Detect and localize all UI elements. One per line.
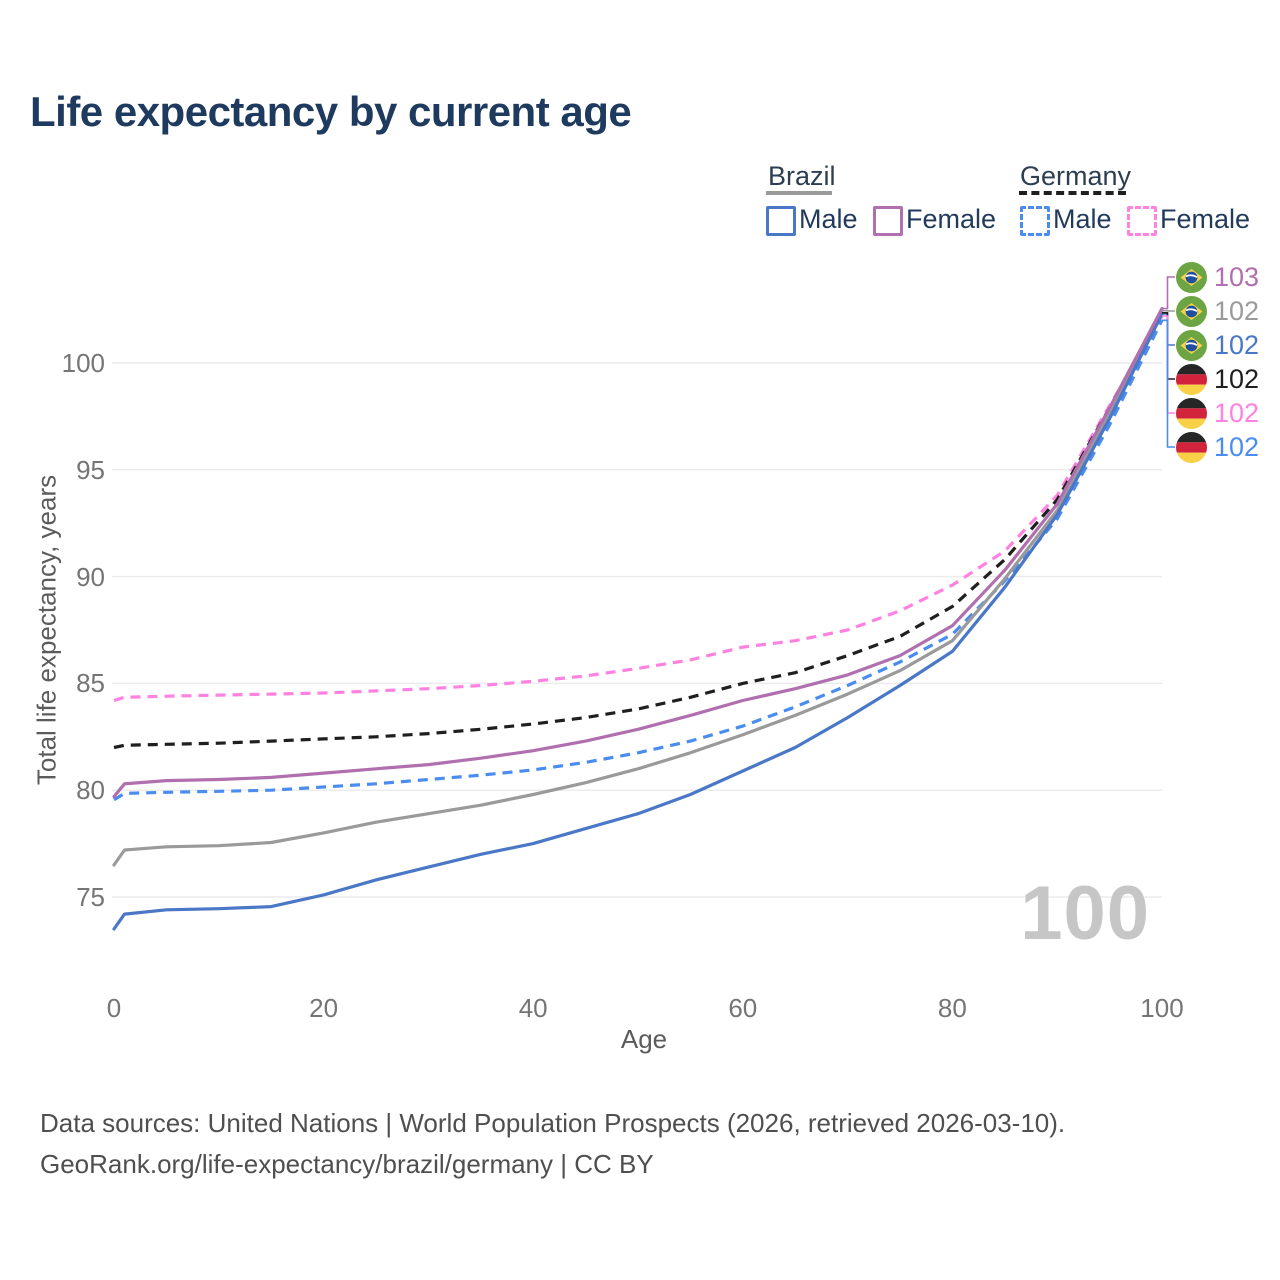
legend-germany-line-style: [1019, 191, 1126, 195]
endpoint-flag: [1176, 261, 1207, 293]
endpoint-value-germany: 102: [1214, 364, 1260, 394]
legend-group-germany: Germany: [1020, 161, 1132, 191]
series-line-germany-female: [113, 315, 1164, 703]
endpoint-connector-brazil-male: [1162, 313, 1175, 346]
legend-checkbox-brazil-male[interactable]: [766, 206, 796, 236]
legend-group-brazil: Brazil: [768, 161, 836, 191]
germany-flag-icon: [1176, 397, 1207, 429]
germany-flag-icon: [1176, 363, 1207, 395]
page-title: Life expectancy by current age: [30, 88, 632, 135]
attribution-note: GeoRank.org/life-expectancy/brazil/germa…: [40, 1149, 654, 1179]
x-axis-title: Age: [620, 1024, 668, 1054]
age-watermark: 100: [1020, 871, 1150, 956]
series-line-brazil-female: [112, 306, 1164, 799]
legend-label-brazil-male[interactable]: Male: [799, 204, 858, 234]
endpoint-value-brazil-female: 103: [1214, 262, 1260, 292]
endpoint-flag: [1176, 329, 1207, 361]
endpoint-connector-germany-male: [1162, 319, 1175, 448]
x-tick-label-20: 20: [309, 993, 339, 1023]
y-axis-title: Total life expectancy, years: [31, 474, 62, 786]
brazil-flag-icon: [1176, 261, 1207, 293]
germany-flag-icon: [1176, 431, 1207, 463]
legend-checkbox-germany-male[interactable]: [1020, 206, 1050, 236]
legend-checkbox-germany-female[interactable]: [1127, 206, 1157, 236]
series-line-brazil: [112, 309, 1164, 867]
x-tick-label-0: 0: [106, 993, 122, 1023]
y-tick-label-85: 85: [76, 668, 105, 699]
data-sources-note: Data sources: United Nations | World Pop…: [40, 1108, 1066, 1138]
series-line-brazil-male: [112, 312, 1164, 931]
x-tick-label-40: 40: [518, 993, 548, 1023]
x-tick-label-80: 80: [937, 993, 967, 1023]
endpoint-value-brazil-male: 102: [1214, 330, 1260, 360]
y-tick-label-95: 95: [76, 454, 105, 485]
legend-brazil-line-style: [766, 191, 832, 195]
series-line-germany: [113, 312, 1164, 750]
y-tick-label-90: 90: [76, 561, 105, 592]
endpoint-value-brazil: 102: [1214, 296, 1260, 326]
endpoint-flag: [1176, 363, 1207, 395]
endpoint-value-germany-female: 102: [1214, 398, 1260, 428]
brazil-flag-icon: [1176, 329, 1207, 361]
endpoint-connector-brazil-female: [1162, 276, 1175, 310]
endpoint-connector-germany: [1162, 312, 1175, 380]
brazil-flag-icon: [1176, 295, 1207, 327]
y-tick-label-75: 75: [76, 882, 105, 912]
y-tick-label-80: 80: [76, 775, 105, 806]
legend-checkbox-brazil-female[interactable]: [873, 206, 903, 236]
legend-label-brazil-female[interactable]: Female: [906, 204, 997, 234]
endpoint-flag: [1176, 295, 1207, 327]
endpoint-flag: [1176, 431, 1207, 463]
endpoint-flag: [1176, 397, 1207, 429]
x-tick-label-60: 60: [728, 993, 758, 1023]
endpoint-connector-germany-female: [1162, 315, 1175, 414]
y-tick-label-100: 100: [61, 348, 105, 378]
legend-label-germany-female[interactable]: Female: [1160, 204, 1251, 234]
legend-label-germany-male[interactable]: Male: [1053, 204, 1112, 234]
endpoint-value-germany-male: 102: [1214, 432, 1260, 462]
x-tick-label-100: 100: [1140, 993, 1184, 1023]
